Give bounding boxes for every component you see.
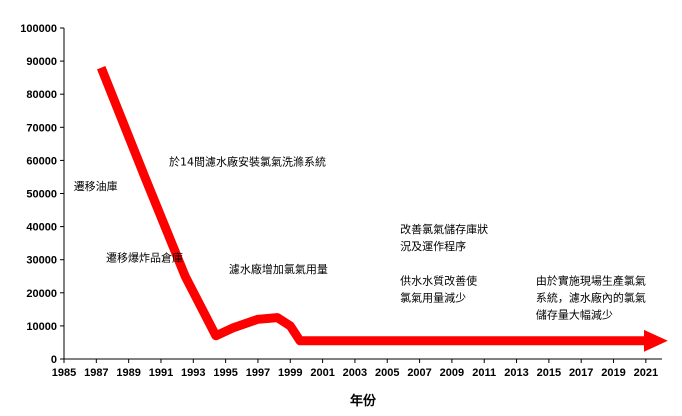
x-tick-label: 1989	[116, 367, 140, 379]
x-tick-label: 2001	[310, 367, 334, 379]
x-tick-label: 2019	[601, 367, 625, 379]
y-tick-label: 40000	[26, 222, 57, 234]
x-tick-label: 2007	[407, 367, 431, 379]
annotation-chlorine-wash: 於14間濾水廠安裝氯氣洗滌系統	[169, 154, 326, 168]
y-tick-label: 70000	[26, 122, 57, 134]
x-tick-label: 1987	[84, 367, 108, 379]
y-tick-label: 50000	[26, 189, 57, 201]
x-axis-label: 年份	[350, 393, 377, 409]
annotation-water-quality: 供水水質改善使氯氣用量減少	[400, 274, 477, 305]
x-tick-label: 1995	[213, 367, 237, 379]
x-tick-label: 1985	[52, 367, 76, 379]
x-tick-label: 2003	[343, 367, 367, 379]
y-tick-label: 90000	[26, 56, 57, 68]
annotation-line: 供水水質改善使	[400, 274, 477, 288]
annotation-line: 於14間濾水廠安裝氯氣洗滌系統	[169, 154, 326, 168]
annotation-line: 改善氯氣儲存庫狀	[400, 222, 488, 236]
axes	[60, 27, 662, 363]
annotation-line: 況及運作程序	[400, 239, 466, 253]
annotation-improve-storage: 改善氯氣儲存庫狀況及運作程序	[400, 222, 488, 253]
annotation-line: 濾水廠增加氯氣用量	[229, 262, 328, 276]
tick-labels: 0 10000 20000 30000 40000 50000 60000 70000 8000…	[20, 23, 658, 379]
annotation-onsite-generation: 由於實施現場生產氯氣系統，濾水廠內的氯氣儲存量大幅減少	[536, 274, 646, 322]
annotation-line: 儲存量大幅減少	[536, 308, 613, 322]
y-tick-label: 20000	[26, 288, 57, 300]
x-tick-label: 2005	[375, 367, 399, 379]
y-tick-label: 60000	[26, 155, 57, 167]
x-tick-label: 2011	[472, 367, 496, 379]
annotation-line: 遷移油庫	[74, 179, 118, 193]
annotation-relocate-fuel: 遷移油庫	[74, 179, 118, 193]
annotation-relocate-explosives: 遷移爆炸品倉庫	[106, 250, 183, 264]
annotation-line: 由於實施現場生產氯氣	[536, 274, 646, 288]
x-tick-label: 2015	[537, 367, 561, 379]
x-tick-label: 1999	[278, 367, 302, 379]
annotation-line: 氯氣用量減少	[400, 291, 466, 305]
annotation-line: 系統，濾水廠內的氯氣	[536, 291, 646, 305]
x-tick-label: 1991	[149, 367, 173, 379]
y-tick-label: 0	[51, 354, 57, 366]
x-tick-label: 2009	[440, 367, 464, 379]
y-tick-label: 80000	[26, 89, 57, 101]
series-layer	[97, 66, 668, 352]
y-tick-label: 30000	[26, 255, 57, 267]
series-line	[97, 66, 668, 352]
y-tick-label: 100000	[20, 23, 57, 35]
x-tick-label: 2013	[504, 367, 528, 379]
annotation-line: 遷移爆炸品倉庫	[106, 250, 183, 264]
x-tick-label: 2017	[569, 367, 593, 379]
annotation-increase-chlorine: 濾水廠增加氯氣用量	[229, 262, 328, 276]
x-tick-label: 1997	[246, 367, 270, 379]
x-tick-label: 1993	[181, 367, 205, 379]
x-tick-label: 2021	[634, 367, 658, 379]
y-tick-label: 10000	[26, 321, 57, 333]
